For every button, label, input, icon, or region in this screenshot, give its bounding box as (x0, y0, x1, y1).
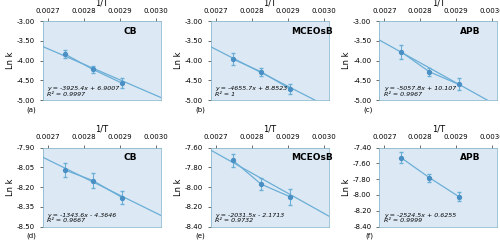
Text: APB: APB (460, 27, 480, 36)
Y-axis label: Ln k: Ln k (6, 52, 15, 69)
Text: CB: CB (123, 27, 136, 36)
Text: (d): (d) (26, 233, 36, 239)
X-axis label: 1/T: 1/T (264, 0, 276, 7)
X-axis label: 1/T: 1/T (432, 0, 445, 7)
Text: (e): (e) (195, 233, 205, 239)
Text: (a): (a) (27, 107, 36, 113)
Text: (c): (c) (364, 107, 373, 113)
X-axis label: 1/T: 1/T (95, 125, 108, 134)
Y-axis label: Ln k: Ln k (174, 178, 183, 196)
Text: (f): (f) (365, 233, 373, 239)
Text: (b): (b) (195, 107, 205, 113)
Text: y = -1343.6x - 4.3646
R² = 0.9667: y = -1343.6x - 4.3646 R² = 0.9667 (47, 213, 116, 223)
X-axis label: 1/T: 1/T (95, 0, 108, 7)
Text: y = -2031.5x - 2.1713
R² = 0.9732: y = -2031.5x - 2.1713 R² = 0.9732 (216, 213, 284, 223)
Text: y = -3925.4x + 6.9007
R² = 0.9997: y = -3925.4x + 6.9007 R² = 0.9997 (47, 86, 120, 97)
X-axis label: 1/T: 1/T (432, 125, 445, 134)
X-axis label: 1/T: 1/T (264, 125, 276, 134)
Y-axis label: Ln k: Ln k (342, 178, 351, 196)
Y-axis label: Ln k: Ln k (174, 52, 183, 69)
Text: y = -5057.8x + 10.107
R² = 0.9967: y = -5057.8x + 10.107 R² = 0.9967 (384, 86, 456, 97)
Text: CB: CB (123, 153, 136, 162)
Text: APB: APB (460, 153, 480, 162)
Text: MCEOsB: MCEOsB (292, 27, 333, 36)
Text: y = -2524.5x + 0.6255
R² = 0.9999: y = -2524.5x + 0.6255 R² = 0.9999 (384, 213, 456, 223)
Y-axis label: Ln k: Ln k (342, 52, 351, 69)
Text: MCEOsB: MCEOsB (292, 153, 333, 162)
Y-axis label: Ln k: Ln k (6, 178, 15, 196)
Text: y = -4655.7x + 8.8523
R² = 1: y = -4655.7x + 8.8523 R² = 1 (216, 86, 288, 97)
